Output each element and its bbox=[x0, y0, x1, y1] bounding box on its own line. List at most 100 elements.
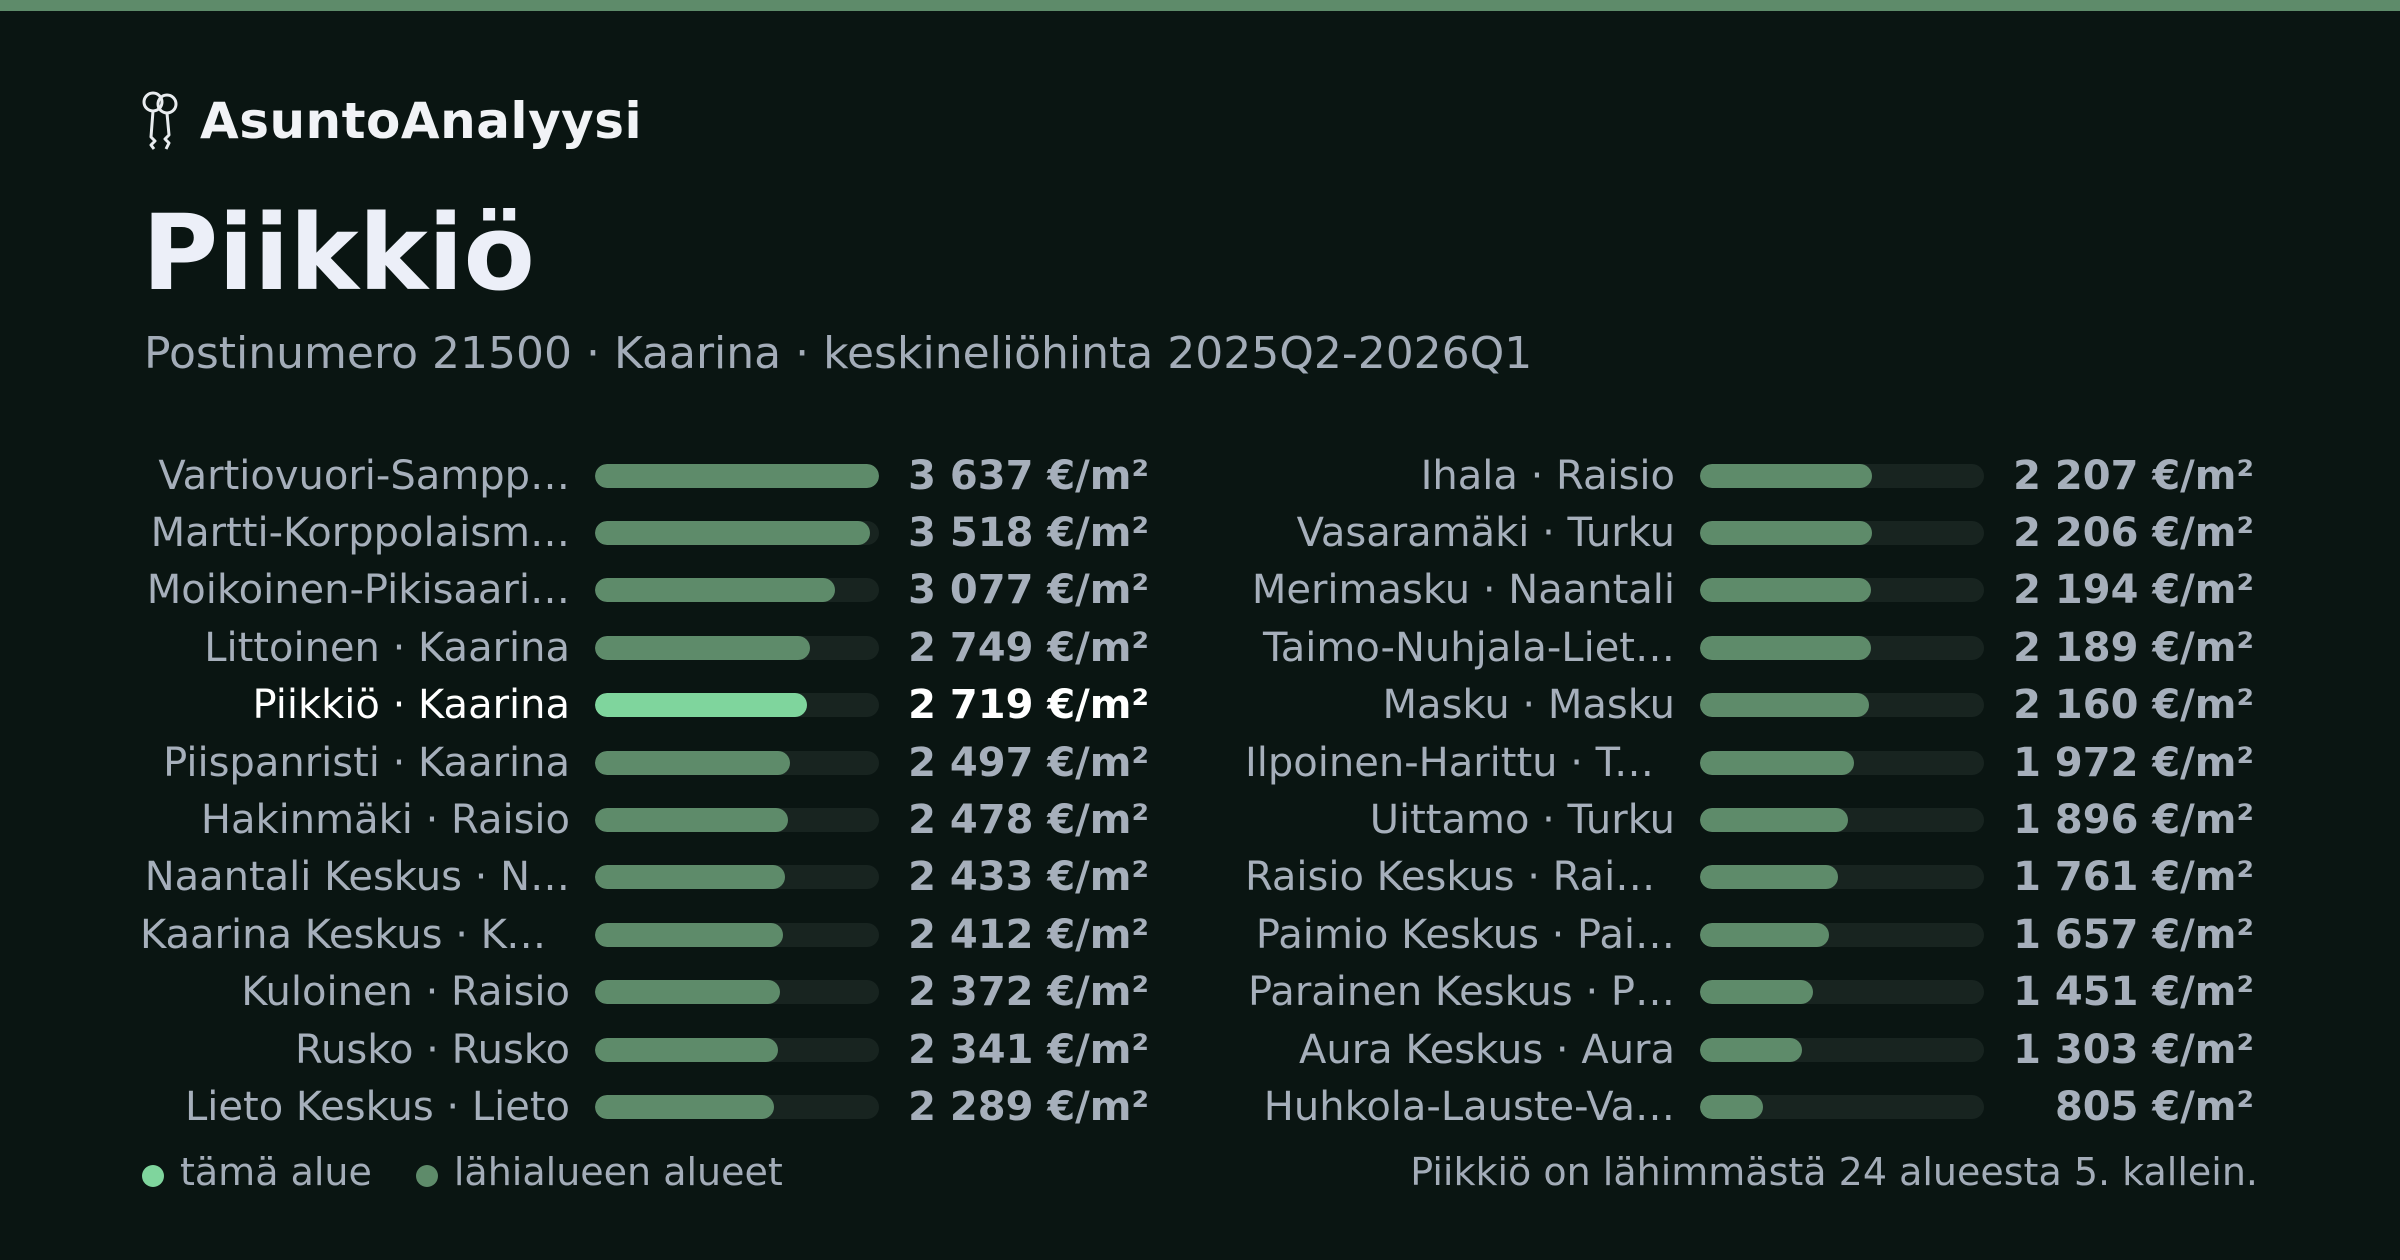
bar bbox=[1700, 922, 1830, 947]
brand: AsuntoAnalyysi bbox=[140, 86, 642, 156]
bar-row: Masku · Masku 2 160 €/m² bbox=[1245, 677, 2254, 734]
bar-row: Paimio Keskus · Pai… 1 657 €/m² bbox=[1245, 906, 2254, 963]
bar-label: Littoinen · Kaarina bbox=[204, 624, 570, 671]
bar-value-label: 2 478 €/m² bbox=[908, 797, 1149, 844]
legend-item-current: tämä alue bbox=[142, 1150, 372, 1194]
bar-label: Parainen Keskus · P… bbox=[1247, 969, 1675, 1016]
bar-label: Lieto Keskus · Lieto bbox=[185, 1083, 570, 1130]
bar-row: Hakinmäki · Raisio 2 478 €/m² bbox=[140, 791, 1149, 848]
bar-label: Masku · Masku bbox=[1382, 682, 1675, 729]
bar bbox=[1700, 865, 1838, 890]
bar-track bbox=[1700, 521, 1984, 546]
bar-row: Taimo-Nuhjala-Liet… 2 189 €/m² bbox=[1245, 619, 2254, 676]
bar-label: Ilpoinen-Harittu · Tu… bbox=[1245, 739, 1675, 786]
bar-label: Piispanristi · Kaarina bbox=[163, 739, 570, 786]
bar-value-label: 2 719 €/m² bbox=[908, 682, 1149, 729]
bar-track bbox=[595, 865, 879, 890]
bar-value-label: 2 341 €/m² bbox=[908, 1026, 1149, 1073]
bar-label: Merimasku · Naantali bbox=[1251, 567, 1675, 614]
bar-row: Raisio Keskus · Rais… 1 761 €/m² bbox=[1245, 849, 2254, 906]
bar-track bbox=[1700, 922, 1984, 947]
bar bbox=[595, 578, 836, 603]
bar bbox=[595, 980, 781, 1005]
bar-track bbox=[595, 922, 879, 947]
chart-column-right: Ihala · Raisio 2 207 €/m² Vasaramäki · Tur… bbox=[1245, 447, 2254, 1136]
bar-track bbox=[595, 1037, 879, 1062]
bar-track bbox=[595, 578, 879, 603]
keys-icon bbox=[142, 91, 178, 150]
bar-label: Rusko · Rusko bbox=[295, 1026, 570, 1073]
bar-track bbox=[1700, 808, 1984, 833]
bar-label: Piikkiö · Kaarina bbox=[252, 682, 571, 729]
bar-label: Ihala · Raisio bbox=[1420, 452, 1675, 499]
bar-row: Moikoinen-Pikisaari… 3 077 €/m² bbox=[140, 562, 1149, 619]
bar-row: Ihala · Raisio 2 207 €/m² bbox=[1245, 447, 2254, 504]
bar bbox=[1700, 693, 1869, 718]
bar bbox=[1700, 808, 1849, 833]
bar bbox=[595, 463, 879, 488]
bar-row: Martti-Korppolaism… 3 518 €/m² bbox=[140, 504, 1149, 561]
bar-label: Vartiovuori-Sampp… bbox=[158, 452, 570, 499]
bar-value-label: 1 303 €/m² bbox=[2013, 1026, 2254, 1073]
bar-label: Raisio Keskus · Rais… bbox=[1245, 854, 1675, 901]
bar-track bbox=[1700, 1094, 1984, 1119]
bar-value-label: 2 189 €/m² bbox=[2013, 624, 2254, 671]
bar-track bbox=[1700, 463, 1984, 488]
bar-value-label: 2 160 €/m² bbox=[2013, 682, 2254, 729]
bar bbox=[595, 865, 785, 890]
bar-track bbox=[595, 980, 879, 1005]
bar-row: Littoinen · Kaarina 2 749 €/m² bbox=[140, 619, 1149, 676]
bar-track bbox=[595, 1094, 879, 1119]
bar bbox=[1700, 1094, 1763, 1119]
bar-track bbox=[1700, 635, 1984, 660]
bar-row: Vasaramäki · Turku 2 206 €/m² bbox=[1245, 504, 2254, 561]
legend-item-others: lähialueen alueet bbox=[415, 1150, 783, 1194]
bar bbox=[595, 521, 870, 546]
bar-track bbox=[595, 463, 879, 488]
page-title: Piikkiö bbox=[142, 192, 535, 314]
bar-value-label: 1 761 €/m² bbox=[2013, 854, 2254, 901]
bar-row: Parainen Keskus · P… 1 451 €/m² bbox=[1245, 964, 2254, 1021]
bar bbox=[595, 1094, 774, 1119]
bar-row: Ilpoinen-Harittu · Tu… 1 972 €/m² bbox=[1245, 734, 2254, 791]
bar-row: Uittamo · Turku 1 896 €/m² bbox=[1245, 791, 2254, 848]
bar bbox=[1700, 635, 1871, 660]
bar-track bbox=[1700, 980, 1984, 1005]
bar-track bbox=[595, 521, 879, 546]
bar-label: Uittamo · Turku bbox=[1369, 797, 1675, 844]
bar-value-label: 2 194 €/m² bbox=[2013, 567, 2254, 614]
bar bbox=[1700, 980, 1814, 1005]
legend-label-current: tämä alue bbox=[180, 1150, 372, 1194]
bar-row: Aura Keskus · Aura 1 303 €/m² bbox=[1245, 1021, 2254, 1078]
bar-track bbox=[1700, 1037, 1984, 1062]
bar bbox=[595, 922, 784, 947]
bar-track bbox=[595, 808, 879, 833]
bar-row: Kaarina Keskus · Ka… 2 412 €/m² bbox=[140, 906, 1149, 963]
bar-label: Aura Keskus · Aura bbox=[1298, 1026, 1675, 1073]
chart-column-left: Vartiovuori-Sampp… 3 637 €/m² Martti-Korpp… bbox=[140, 447, 1149, 1136]
bar-track bbox=[595, 635, 879, 660]
bar-label: Kuloinen · Raisio bbox=[241, 969, 570, 1016]
bar-value-label: 805 €/m² bbox=[2054, 1083, 2254, 1130]
bar-value-label: 3 077 €/m² bbox=[908, 567, 1149, 614]
bar-value-label: 1 896 €/m² bbox=[2013, 797, 2254, 844]
bar-row: Rusko · Rusko 2 341 €/m² bbox=[140, 1021, 1149, 1078]
bar-label: Naantali Keskus · N… bbox=[144, 854, 570, 901]
bar-value-label: 2 206 €/m² bbox=[2013, 510, 2254, 557]
bar-value-label: 2 433 €/m² bbox=[908, 854, 1149, 901]
bar-value-label: 1 451 €/m² bbox=[2013, 969, 2254, 1016]
bar-row: Vartiovuori-Sampp… 3 637 €/m² bbox=[140, 447, 1149, 504]
bar-value-label: 2 372 €/m² bbox=[908, 969, 1149, 1016]
bar-label: Vasaramäki · Turku bbox=[1296, 510, 1675, 557]
page-subtitle: Postinumero 21500 · Kaarina · keskineliö… bbox=[144, 328, 1533, 379]
bar-row: Kuloinen · Raisio 2 372 €/m² bbox=[140, 964, 1149, 1021]
bar-value-label: 1 972 €/m² bbox=[2013, 739, 2254, 786]
legend-label-others: lähialueen alueet bbox=[453, 1150, 783, 1194]
bar-value-label: 2 289 €/m² bbox=[908, 1083, 1149, 1130]
bar bbox=[595, 635, 810, 660]
bar bbox=[595, 1037, 778, 1062]
bar-label: Taimo-Nuhjala-Liet… bbox=[1262, 624, 1675, 671]
legend-dot-others bbox=[415, 1165, 438, 1187]
bar bbox=[1700, 578, 1872, 603]
bar-track bbox=[1700, 750, 1984, 775]
